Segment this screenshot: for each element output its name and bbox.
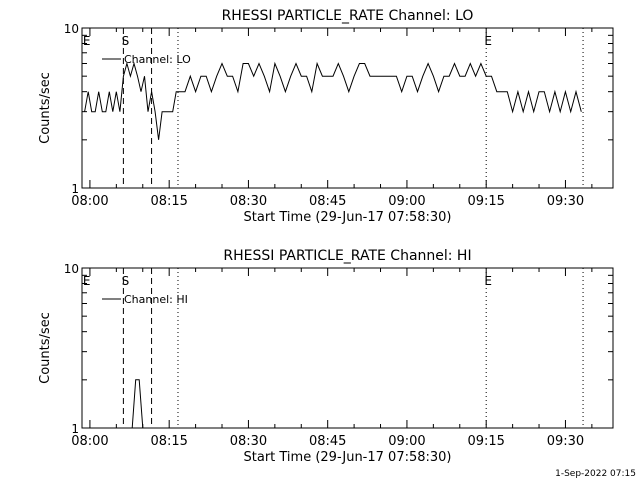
event-marker-label: E [484,34,492,48]
x-tick-label: 08:00 [71,434,108,449]
y-tick-label: 1 [71,182,79,196]
series-line [131,379,144,429]
chart-title: RHESSI PARTICLE_RATE Channel: HI [223,248,471,264]
legend-label: Channel: HI [124,293,188,306]
x-tick-label: 09:30 [547,194,584,209]
x-tick-label: 08:30 [230,194,267,209]
x-tick-label: 08:30 [230,434,267,449]
y-axis-label: Counts/sec [38,72,53,144]
x-axis-label: Start Time (29-Jun-17 07:58:30) [244,210,452,225]
legend-label: Channel: LO [124,53,191,66]
x-tick-label: 08:15 [150,434,187,449]
event-marker-label: S [122,274,130,288]
x-tick-label: 08:45 [309,434,346,449]
footer-timestamp: 1-Sep-2022 07:15 [555,469,636,479]
x-tick-label: 09:15 [467,194,504,209]
event-marker-label: E [484,274,492,288]
event-marker-label: E [83,34,91,48]
x-tick-label: 09:15 [467,434,504,449]
chart-panel-lo: RHESSI PARTICLE_RATE Channel: LO Start Ti… [38,8,614,225]
x-tick-label: 09:00 [388,194,425,209]
event-marker-label: E [83,274,91,288]
x-tick-label: 09:30 [547,434,584,449]
x-tick-label: 08:45 [309,194,346,209]
chart-title: RHESSI PARTICLE_RATE Channel: LO [222,8,474,24]
plot-frame [81,267,614,429]
x-tick-label: 08:00 [71,194,108,209]
chart-panel-hi: RHESSI PARTICLE_RATE Channel: HI Start Ti… [38,248,614,465]
x-tick-label: 08:15 [150,194,187,209]
x-axis-label: Start Time (29-Jun-17 07:58:30) [244,450,452,465]
event-marker-label: S [122,34,130,48]
y-tick-label: 10 [64,22,79,36]
series-line [84,61,582,140]
y-tick-label: 10 [64,262,79,276]
y-tick-label: 1 [71,422,79,436]
plot-frame [81,27,614,189]
x-tick-label: 09:00 [388,434,425,449]
y-axis-label: Counts/sec [38,312,53,384]
